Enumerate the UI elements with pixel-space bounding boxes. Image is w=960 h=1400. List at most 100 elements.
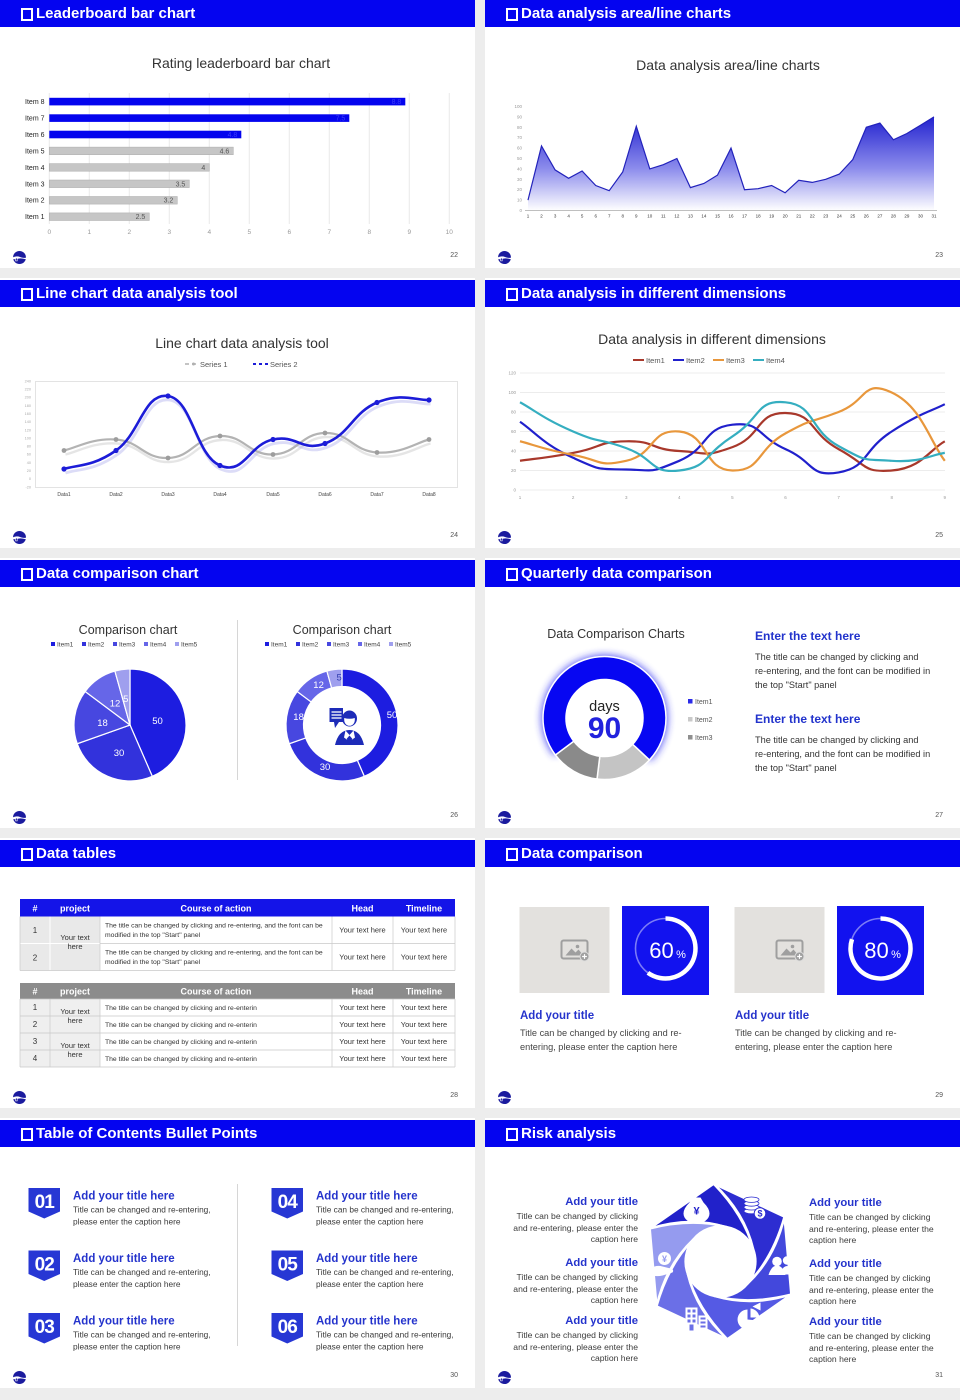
svg-text:Data6: Data6 bbox=[318, 492, 332, 498]
svg-text:5: 5 bbox=[337, 673, 342, 684]
svg-text:please enter the caption here: please enter the caption here bbox=[73, 1217, 181, 1227]
svg-text:Item2: Item2 bbox=[88, 642, 105, 649]
svg-text:18: 18 bbox=[293, 712, 304, 723]
svg-text:Add your title here: Add your title here bbox=[316, 1253, 418, 1265]
svg-text:¥: ¥ bbox=[662, 1254, 667, 1264]
svg-text:Add your title here: Add your title here bbox=[73, 1316, 175, 1328]
svg-text:60: 60 bbox=[517, 146, 523, 151]
svg-text:4: 4 bbox=[567, 214, 570, 219]
svg-text:The title can be changed by cl: The title can be changed by clicking and… bbox=[105, 1022, 257, 1029]
svg-text:26: 26 bbox=[864, 214, 870, 219]
svg-text:3.5: 3.5 bbox=[176, 181, 186, 188]
svg-text:Item 7: Item 7 bbox=[25, 116, 45, 123]
svg-text:9: 9 bbox=[635, 214, 638, 219]
svg-text:Your text here: Your text here bbox=[401, 1003, 447, 1012]
svg-text:8.8: 8.8 bbox=[392, 99, 402, 106]
svg-text:here: here bbox=[67, 1050, 82, 1059]
svg-text:27: 27 bbox=[877, 214, 883, 219]
svg-text:2.5: 2.5 bbox=[136, 214, 146, 221]
svg-text:Item1: Item1 bbox=[695, 699, 713, 706]
svg-text:Rating leaderboard bar chart: Rating leaderboard bar chart bbox=[152, 55, 330, 71]
svg-text:17: 17 bbox=[742, 214, 748, 219]
svg-text:4: 4 bbox=[207, 229, 211, 236]
svg-text:Add your title here: Add your title here bbox=[316, 1191, 418, 1203]
svg-text:Your text here: Your text here bbox=[339, 1020, 385, 1029]
svg-text:8: 8 bbox=[890, 495, 893, 500]
svg-text:Item3: Item3 bbox=[726, 356, 745, 365]
svg-text:7.5: 7.5 bbox=[336, 116, 346, 123]
svg-text:Your text here: Your text here bbox=[401, 1037, 447, 1046]
svg-text:Title can be changed and re-en: Title can be changed and re-entering, bbox=[73, 1330, 211, 1340]
svg-text:23: 23 bbox=[823, 214, 829, 219]
svg-text:Item 8: Item 8 bbox=[25, 99, 45, 106]
svg-text:30: 30 bbox=[114, 748, 125, 759]
svg-text:10: 10 bbox=[517, 198, 523, 203]
svg-text:200: 200 bbox=[25, 396, 31, 400]
svg-text:Timeline: Timeline bbox=[406, 987, 442, 997]
svg-text:7: 7 bbox=[608, 214, 611, 219]
svg-text:Data4: Data4 bbox=[213, 492, 227, 498]
svg-text:Course of action: Course of action bbox=[180, 987, 251, 997]
svg-text:4: 4 bbox=[678, 495, 681, 500]
svg-text:Course of action: Course of action bbox=[180, 904, 251, 914]
svg-text:12: 12 bbox=[110, 699, 121, 710]
svg-text:3.2: 3.2 bbox=[164, 198, 174, 205]
svg-text:Your text here: Your text here bbox=[339, 1003, 385, 1012]
svg-text:10: 10 bbox=[647, 214, 653, 219]
svg-text:4.6: 4.6 bbox=[220, 148, 230, 155]
svg-text:Your text here: Your text here bbox=[339, 1037, 385, 1046]
svg-text:%: % bbox=[676, 949, 686, 961]
svg-text:18: 18 bbox=[97, 718, 108, 729]
svg-text:Your text: Your text bbox=[60, 1007, 90, 1016]
svg-text:4.8: 4.8 bbox=[228, 132, 238, 139]
svg-text:3: 3 bbox=[625, 495, 628, 500]
svg-text:Item3: Item3 bbox=[333, 642, 350, 649]
svg-text:Comparison chart: Comparison chart bbox=[293, 623, 392, 637]
svg-text:2: 2 bbox=[572, 495, 575, 500]
svg-text:06: 06 bbox=[278, 1317, 298, 1338]
svg-text:Item4: Item4 bbox=[766, 356, 785, 365]
svg-text:Item 4: Item 4 bbox=[25, 165, 45, 172]
svg-text:80: 80 bbox=[511, 410, 517, 415]
svg-text:6: 6 bbox=[784, 495, 787, 500]
svg-text:4: 4 bbox=[201, 165, 205, 172]
svg-text:The title can be changed by cl: The title can be changed by clicking and… bbox=[105, 1039, 257, 1046]
svg-text:2: 2 bbox=[33, 1020, 38, 1029]
svg-text:1: 1 bbox=[527, 214, 530, 219]
svg-text:Data Comparison Charts: Data Comparison Charts bbox=[547, 627, 685, 641]
svg-text:11: 11 bbox=[661, 214, 666, 219]
svg-text:Item 1: Item 1 bbox=[25, 214, 45, 221]
svg-text:Data2: Data2 bbox=[109, 492, 123, 498]
svg-text:60: 60 bbox=[511, 429, 517, 434]
svg-text:Title can be changed and re-en: Title can be changed and re-entering, bbox=[316, 1330, 454, 1340]
svg-text:220: 220 bbox=[25, 388, 31, 392]
svg-text:40: 40 bbox=[517, 166, 523, 171]
svg-text:Line chart data analysis tool: Line chart data analysis tool bbox=[155, 335, 329, 351]
svg-text:Title can be changed and re-en: Title can be changed and re-entering, bbox=[73, 1267, 211, 1277]
svg-text:Your text here: Your text here bbox=[401, 1020, 447, 1029]
svg-text:Data analysis area/line charts: Data analysis area/line charts bbox=[636, 57, 820, 73]
svg-text:12: 12 bbox=[313, 680, 324, 691]
svg-text:12: 12 bbox=[674, 214, 680, 219]
svg-text:19: 19 bbox=[769, 214, 775, 219]
svg-text:Your text here: Your text here bbox=[401, 953, 447, 962]
svg-text:Timeline: Timeline bbox=[406, 904, 442, 914]
svg-text:#: # bbox=[32, 987, 37, 997]
svg-text:90: 90 bbox=[517, 114, 523, 119]
svg-text:Title can be changed and re-en: Title can be changed and re-entering, bbox=[316, 1205, 454, 1215]
svg-text:20: 20 bbox=[511, 468, 517, 473]
svg-text:1: 1 bbox=[33, 926, 38, 935]
svg-text:14: 14 bbox=[701, 214, 707, 219]
svg-text:160: 160 bbox=[25, 412, 31, 416]
svg-text:03: 03 bbox=[35, 1317, 55, 1338]
svg-text:Data analysis in different dim: Data analysis in different dimensions bbox=[598, 331, 826, 347]
svg-text:5: 5 bbox=[123, 694, 128, 705]
svg-text:modified in the top "Start" pa: modified in the top "Start" panel bbox=[105, 932, 201, 939]
svg-text:Data8: Data8 bbox=[422, 492, 436, 498]
svg-text:1: 1 bbox=[33, 1003, 38, 1012]
svg-text:3: 3 bbox=[33, 1037, 38, 1046]
svg-text:Item 3: Item 3 bbox=[25, 181, 45, 188]
svg-text:240: 240 bbox=[25, 379, 31, 383]
svg-text:100: 100 bbox=[514, 104, 522, 109]
svg-text:project: project bbox=[60, 987, 90, 997]
